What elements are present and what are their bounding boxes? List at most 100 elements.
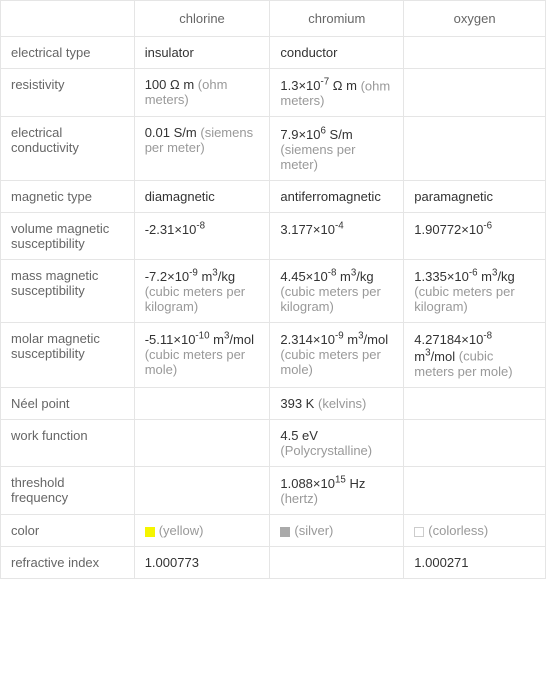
cell-value: -7.2×10-9 m3/kg	[145, 269, 235, 284]
cell-value: 1.3×10-7 Ω m	[280, 78, 357, 93]
cell-unit: (cubic meters per kilogram)	[145, 284, 245, 314]
row-label: Néel point	[1, 387, 135, 419]
table-row: magnetic type diamagnetic antiferromagneti…	[1, 180, 546, 212]
cell-oxygen	[404, 69, 546, 117]
table-row: Néel point 393 K (kelvins)	[1, 387, 546, 419]
table-row: work function 4.5 eV (Polycrystalline)	[1, 419, 546, 466]
table-row: electrical conductivity0.01 S/m (siemens…	[1, 117, 546, 180]
cell-value: 1.000271	[414, 555, 468, 570]
cell-value: 1.335×10-6 m3/kg	[414, 269, 515, 284]
cell-value: antiferromagnetic	[280, 189, 380, 204]
table-row: volume magnetic susceptibility -2.31×10-8…	[1, 212, 546, 259]
row-label: resistivity	[1, 69, 135, 117]
cell-chlorine	[134, 419, 270, 466]
cell-unit: (cubic meters per kilogram)	[414, 284, 514, 314]
cell-chlorine: 0.01 S/m (siemens per meter)	[134, 117, 270, 180]
cell-oxygen: paramagnetic	[404, 180, 546, 212]
cell-oxygen: 1.90772×10-6	[404, 212, 546, 259]
cell-chlorine: 100 Ω m (ohm meters)	[134, 69, 270, 117]
cell-value: 1.90772×10-6	[414, 222, 492, 237]
cell-value: diamagnetic	[145, 189, 215, 204]
color-label: (silver)	[294, 523, 333, 538]
table-row: threshold frequency 1.088×1015 Hz (hertz)	[1, 466, 546, 514]
cell-chromium: 2.314×10-9 m3/mol (cubic meters per mole…	[270, 322, 404, 387]
cell-value: 4.5 eV	[280, 428, 318, 443]
cell-chromium: antiferromagnetic	[270, 180, 404, 212]
column-header-oxygen: oxygen	[404, 1, 546, 37]
cell-value: 2.314×10-9 m3/mol	[280, 332, 388, 347]
cell-chlorine: diamagnetic	[134, 180, 270, 212]
column-header-chromium: chromium	[270, 1, 404, 37]
cell-oxygen	[404, 466, 546, 514]
cell-value: 0.01 S/m	[145, 125, 197, 140]
row-label: electrical type	[1, 37, 135, 69]
color-swatch-icon	[280, 527, 290, 537]
cell-unit: (cubic meters per mole)	[145, 347, 245, 377]
table-row: molar magnetic susceptibility-5.11×10-10…	[1, 322, 546, 387]
cell-value: -2.31×10-8	[145, 222, 205, 237]
cell-oxygen: 1.335×10-6 m3/kg (cubic meters per kilog…	[404, 259, 546, 322]
cell-chlorine: -5.11×10-10 m3/mol (cubic meters per mol…	[134, 322, 270, 387]
cell-value: -5.11×10-10 m3/mol	[145, 332, 254, 347]
cell-value: 100 Ω m	[145, 77, 194, 92]
cell-chromium: conductor	[270, 37, 404, 69]
cell-value: conductor	[280, 45, 337, 60]
cell-chlorine: -7.2×10-9 m3/kg (cubic meters per kilogr…	[134, 259, 270, 322]
row-label: electrical conductivity	[1, 117, 135, 180]
cell-value: 1.000773	[145, 555, 199, 570]
cell-chromium: 3.177×10-4	[270, 212, 404, 259]
cell-oxygen: 1.000271	[404, 546, 546, 578]
cell-chromium: 7.9×106 S/m (siemens per meter)	[270, 117, 404, 180]
empty-corner-cell	[1, 1, 135, 37]
row-label: color	[1, 514, 135, 546]
cell-oxygen	[404, 117, 546, 180]
row-label: molar magnetic susceptibility	[1, 322, 135, 387]
row-label: magnetic type	[1, 180, 135, 212]
table-row: color (yellow) (silver) (colorless)	[1, 514, 546, 546]
table-header-row: chlorine chromium oxygen	[1, 1, 546, 37]
cell-chlorine	[134, 387, 270, 419]
cell-value: 7.9×106 S/m	[280, 127, 352, 142]
table-row: electrical type insulator conductor	[1, 37, 546, 69]
cell-oxygen: 4.27184×10-8 m3/mol (cubic meters per mo…	[404, 322, 546, 387]
cell-chlorine	[134, 466, 270, 514]
cell-value: 393 K	[280, 396, 314, 411]
cell-value: insulator	[145, 45, 194, 60]
cell-chromium	[270, 546, 404, 578]
row-label: threshold frequency	[1, 466, 135, 514]
cell-oxygen	[404, 37, 546, 69]
cell-value: 4.45×10-8 m3/kg	[280, 269, 373, 284]
cell-chromium: 393 K (kelvins)	[270, 387, 404, 419]
cell-unit: (siemens per meter)	[280, 142, 355, 172]
color-label: (colorless)	[428, 523, 488, 538]
cell-oxygen	[404, 387, 546, 419]
cell-unit: (hertz)	[280, 491, 318, 506]
cell-chlorine: -2.31×10-8	[134, 212, 270, 259]
cell-chlorine: insulator	[134, 37, 270, 69]
row-label: mass magnetic susceptibility	[1, 259, 135, 322]
cell-chlorine: (yellow)	[134, 514, 270, 546]
cell-oxygen	[404, 419, 546, 466]
cell-oxygen: (colorless)	[404, 514, 546, 546]
table-row: mass magnetic susceptibility-7.2×10-9 m3…	[1, 259, 546, 322]
row-label: refractive index	[1, 546, 135, 578]
cell-chromium: 1.3×10-7 Ω m (ohm meters)	[270, 69, 404, 117]
table-row: refractive index 1.000773 1.000271	[1, 546, 546, 578]
table-row: resistivity100 Ω m (ohm meters)1.3×10-7 …	[1, 69, 546, 117]
color-label: (yellow)	[159, 523, 204, 538]
row-label: volume magnetic susceptibility	[1, 212, 135, 259]
color-swatch-icon	[414, 527, 424, 537]
cell-value: 3.177×10-4	[280, 222, 343, 237]
row-label: work function	[1, 419, 135, 466]
cell-value: paramagnetic	[414, 189, 493, 204]
cell-chromium: 1.088×1015 Hz (hertz)	[270, 466, 404, 514]
cell-value: 1.088×1015 Hz	[280, 476, 365, 491]
cell-unit: (cubic meters per mole)	[280, 347, 380, 377]
cell-unit: (cubic meters per kilogram)	[280, 284, 380, 314]
cell-unit: (Polycrystalline)	[280, 443, 372, 458]
cell-chromium: 4.5 eV (Polycrystalline)	[270, 419, 404, 466]
cell-chromium: 4.45×10-8 m3/kg (cubic meters per kilogr…	[270, 259, 404, 322]
column-header-chlorine: chlorine	[134, 1, 270, 37]
cell-unit: (kelvins)	[318, 396, 366, 411]
cell-chlorine: 1.000773	[134, 546, 270, 578]
